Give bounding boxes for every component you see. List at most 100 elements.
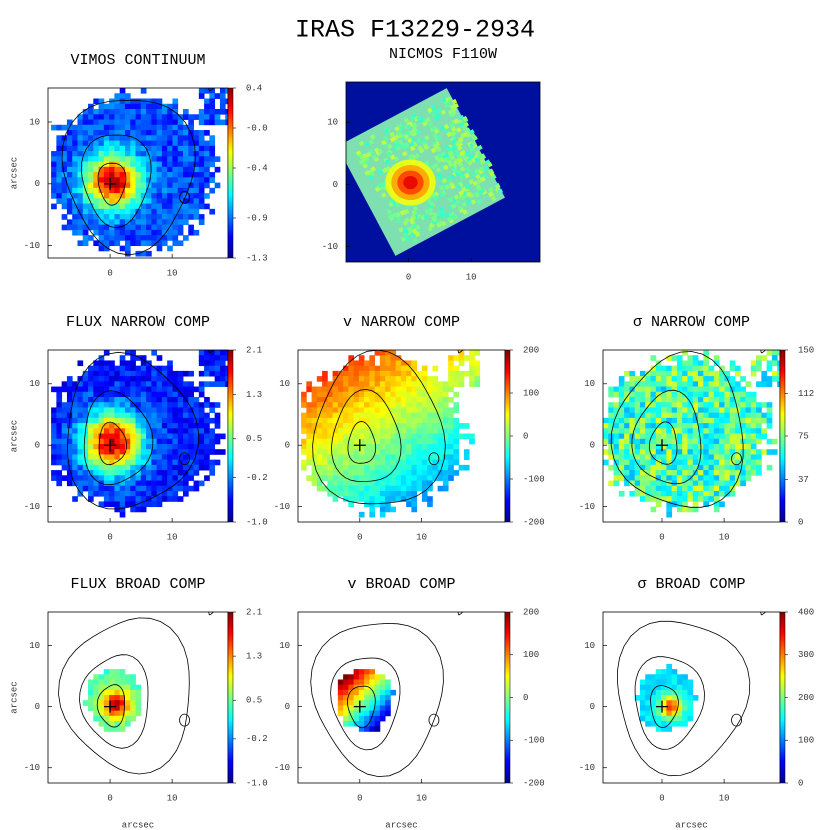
map-pixel <box>130 679 136 686</box>
map-pixel <box>156 464 163 471</box>
map-pixel <box>661 695 667 701</box>
map-pixel <box>214 93 221 99</box>
map-pixel <box>130 464 136 471</box>
map-pixel <box>93 438 99 445</box>
map-pixel <box>384 159 390 165</box>
map-pixel <box>692 464 699 471</box>
map-pixel <box>676 386 683 393</box>
map-pixel <box>724 464 731 471</box>
map-pixel <box>682 402 688 408</box>
map-pixel <box>682 417 688 424</box>
map-pixel <box>687 700 694 706</box>
map-pixel <box>140 464 147 471</box>
map-pixel <box>124 412 131 419</box>
map-pixel <box>161 208 168 215</box>
map-pixel <box>374 705 381 712</box>
map-pixel <box>650 480 657 487</box>
map-pixel <box>416 464 423 471</box>
map-pixel <box>167 103 173 110</box>
map-pixel <box>448 443 454 450</box>
map-pixel <box>135 695 142 701</box>
map-pixel <box>183 423 189 429</box>
map-pixel <box>369 475 376 481</box>
map-pixel <box>379 407 386 414</box>
map-pixel <box>193 151 200 157</box>
map-pixel <box>713 501 720 508</box>
map-pixel <box>734 443 741 450</box>
map-pixel <box>719 443 725 450</box>
map-pixel <box>645 381 651 387</box>
map-pixel <box>119 428 126 434</box>
map-pixel <box>146 470 152 476</box>
map-pixel <box>72 475 78 481</box>
map-pixel <box>708 381 715 387</box>
map-pixel <box>713 355 720 361</box>
map-pixel <box>82 172 89 178</box>
map-pixel <box>624 428 630 434</box>
map-pixel <box>61 151 68 157</box>
map-pixel <box>400 376 407 382</box>
map-pixel <box>650 710 657 717</box>
map-pixel <box>151 396 158 403</box>
map-pixel <box>666 355 673 361</box>
map-pixel <box>343 470 349 476</box>
map-pixel <box>379 705 386 712</box>
map-pixel <box>114 98 121 105</box>
map-pixel <box>327 490 334 497</box>
map-pixel <box>56 145 63 152</box>
map-pixel <box>719 391 725 398</box>
map-pixel <box>687 438 694 445</box>
map-pixel <box>151 109 158 115</box>
colorbar-tick-label: 0.5 <box>246 434 262 444</box>
map-pixel <box>479 158 486 165</box>
map-pixel <box>416 433 423 440</box>
map-pixel <box>72 198 78 204</box>
map-pixel <box>66 140 73 147</box>
y-tick-label: 0 <box>35 179 40 189</box>
map-pixel <box>461 154 468 160</box>
map-pixel <box>88 224 94 231</box>
map-pixel <box>204 412 210 419</box>
map-pixel <box>130 161 136 168</box>
map-pixel <box>103 103 110 110</box>
map-pixel <box>306 433 312 440</box>
map-pixel <box>119 360 126 367</box>
map-pixel <box>124 710 131 717</box>
map-pixel <box>421 480 428 487</box>
map-pixel <box>151 156 158 162</box>
map-pixel <box>167 114 173 120</box>
map-pixel <box>682 715 688 722</box>
map-pixel <box>385 412 391 419</box>
map-pixel <box>225 350 228 356</box>
map-pixel <box>692 407 699 414</box>
map-pixel <box>114 386 121 393</box>
map-pixel <box>77 172 84 178</box>
map-pixel <box>98 454 105 461</box>
map-pixel <box>72 177 78 183</box>
map-pixel <box>470 199 477 205</box>
map-pixel <box>421 470 428 476</box>
map-pixel <box>183 470 189 476</box>
map-pixel <box>682 480 688 487</box>
map-pixel <box>671 710 678 717</box>
map-pixel <box>156 417 163 424</box>
map-pixel <box>437 454 444 461</box>
map-pixel <box>51 454 57 461</box>
map-pixel <box>204 449 210 455</box>
map-pixel <box>708 412 715 419</box>
map-pixel <box>332 407 339 414</box>
map-pixel <box>465 167 472 173</box>
map-pixel <box>172 130 179 136</box>
map-pixel <box>629 459 636 466</box>
map-pixel <box>687 496 694 502</box>
map-pixel <box>666 695 673 701</box>
map-pixel <box>639 376 646 382</box>
map-pixel <box>119 695 126 701</box>
map-pixel <box>114 501 121 508</box>
map-pixel <box>140 208 147 215</box>
map-pixel <box>682 496 688 502</box>
map-pixel <box>666 475 673 481</box>
map-pixel <box>395 438 402 445</box>
map-pixel <box>51 161 57 168</box>
colorbar-tick-label: -0.4 <box>246 163 268 173</box>
